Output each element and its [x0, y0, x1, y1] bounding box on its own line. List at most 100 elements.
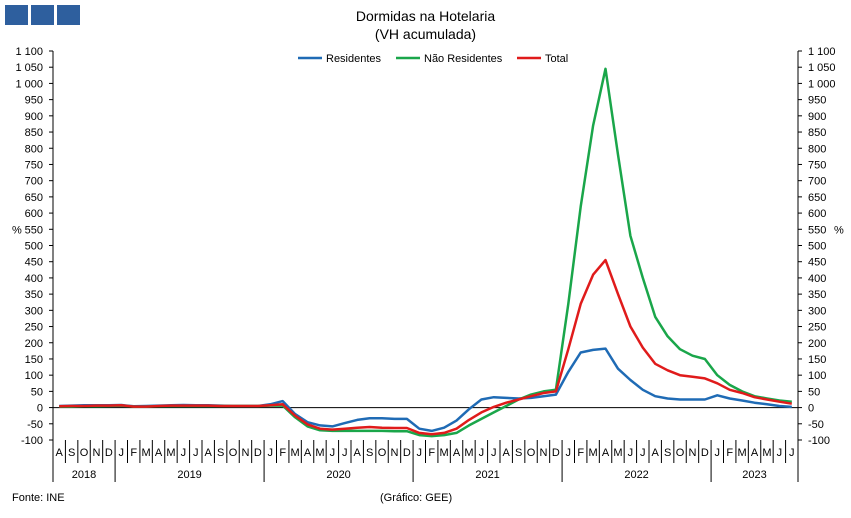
y-tick-label-right: 0 [808, 403, 814, 415]
y-tick-label-left: 450 [25, 257, 43, 269]
x-month-label: J [628, 447, 634, 459]
x-month-label: J [479, 447, 485, 459]
x-month-label: D [552, 447, 560, 459]
y-tick-label-left: 250 [25, 322, 43, 334]
series-line [59, 347, 792, 433]
y-tick-label-right: 200 [808, 338, 826, 350]
y-tick-label-right: 900 [808, 111, 826, 123]
y-tick-label-right: 150 [808, 354, 826, 366]
y-tick-label-left: -50 [27, 419, 43, 431]
y-tick-label-right: 950 [808, 95, 826, 107]
logo-block [31, 5, 54, 25]
y-tick-label-right: 850 [808, 127, 826, 139]
x-month-label: J [789, 447, 795, 459]
y-tick-label-right: 1 100 [808, 46, 836, 58]
x-month-label: J [715, 447, 721, 459]
chart-subtitle: (VH acumulada) [374, 26, 477, 42]
x-month-label: M [440, 447, 449, 459]
y-tick-label-left: 800 [25, 143, 43, 155]
y-tick-label-right: 1 000 [808, 78, 836, 90]
y-tick-label-right: 100 [808, 370, 826, 382]
x-month-label: J [330, 447, 336, 459]
y-tick-label-right: -50 [808, 419, 824, 431]
x-month-label: J [193, 447, 199, 459]
x-month-label: D [701, 447, 709, 459]
x-month-label: A [56, 447, 64, 459]
x-month-label: M [464, 447, 473, 459]
y-tick-label-left: 350 [25, 289, 43, 301]
x-month-label: S [515, 447, 522, 459]
y-tick-label-left: 100 [25, 370, 43, 382]
y-tick-label-right: 250 [808, 322, 826, 334]
chart-title: Dormidas na Hotelaria [355, 8, 496, 24]
x-month-label: N [92, 447, 100, 459]
y-tick-label-left: 200 [25, 338, 43, 350]
y-tick-label-left: 1 100 [15, 46, 43, 58]
y-tick-label-right: 550 [808, 224, 826, 236]
y-tick-label-right: 750 [808, 159, 826, 171]
y-tick-label-right: 650 [808, 192, 826, 204]
x-month-label: A [751, 447, 759, 459]
x-month-label: J [640, 447, 646, 459]
x-month-label: A [205, 447, 213, 459]
x-month-label: S [664, 447, 671, 459]
y-tick-label-left: 900 [25, 111, 43, 123]
x-month-label: O [378, 447, 387, 459]
series-line [59, 258, 792, 436]
y-unit-right: % [834, 224, 844, 236]
x-month-label: D [254, 447, 262, 459]
y-tick-label-right: 700 [808, 176, 826, 188]
x-month-label: M [291, 447, 300, 459]
legend-label: Residentes [326, 53, 382, 65]
x-month-label: M [738, 447, 747, 459]
logo-block [57, 5, 80, 25]
x-month-label: S [366, 447, 373, 459]
y-tick-label-left: 550 [25, 224, 43, 236]
y-tick-label-left: 300 [25, 305, 43, 317]
x-month-label: S [68, 447, 75, 459]
x-month-label: J [181, 447, 187, 459]
x-month-label: N [390, 447, 398, 459]
y-tick-label-left: 750 [25, 159, 43, 171]
y-tick-label-left: 150 [25, 354, 43, 366]
y-unit-left: % [12, 224, 22, 236]
y-tick-label-right: 600 [808, 208, 826, 220]
x-month-label: A [602, 447, 610, 459]
x-year-label: 2023 [742, 469, 766, 481]
x-month-label: M [589, 447, 598, 459]
x-month-label: D [403, 447, 411, 459]
x-month-label: J [119, 447, 125, 459]
x-month-label: F [726, 447, 733, 459]
x-month-label: O [527, 447, 536, 459]
x-month-label: J [417, 447, 423, 459]
x-month-label: A [304, 447, 312, 459]
y-tick-label-right: 800 [808, 143, 826, 155]
x-month-label: J [342, 447, 348, 459]
x-month-label: F [279, 447, 286, 459]
x-year-label: 2021 [475, 469, 499, 481]
x-month-label: N [688, 447, 696, 459]
x-month-label: J [491, 447, 497, 459]
x-month-label: D [105, 447, 113, 459]
y-tick-label-right: 350 [808, 289, 826, 301]
y-tick-label-left: 700 [25, 176, 43, 188]
y-tick-label-left: 950 [25, 95, 43, 107]
y-tick-label-left: 600 [25, 208, 43, 220]
y-tick-label-left: 400 [25, 273, 43, 285]
y-tick-label-left: -100 [21, 435, 43, 447]
x-month-label: A [453, 447, 461, 459]
y-tick-label-right: 50 [808, 386, 820, 398]
y-tick-label-left: 0 [37, 403, 43, 415]
logo [5, 5, 80, 25]
y-tick-label-right: 500 [808, 241, 826, 253]
x-month-label: A [503, 447, 511, 459]
x-month-label: O [676, 447, 685, 459]
x-month-label: M [315, 447, 324, 459]
x-year-label: 2018 [72, 469, 96, 481]
x-month-label: M [142, 447, 151, 459]
y-tick-label-left: 50 [31, 386, 43, 398]
source-note: Fonte: INE [12, 492, 65, 504]
x-month-label: A [652, 447, 660, 459]
y-tick-label-right: 300 [808, 305, 826, 317]
